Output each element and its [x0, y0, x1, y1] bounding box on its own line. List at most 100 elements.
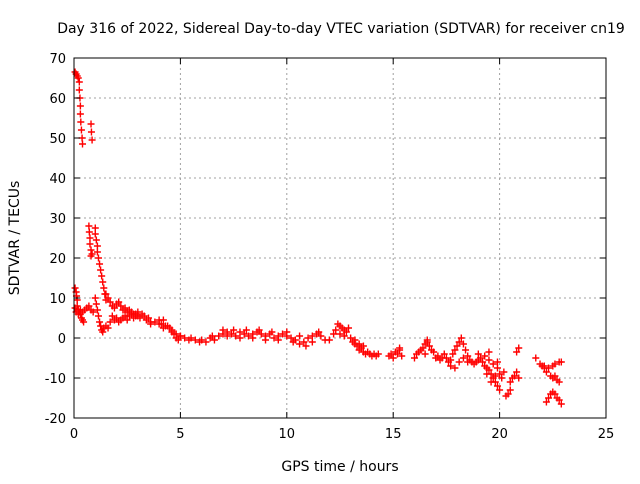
- x-tick-label: 20: [491, 427, 508, 442]
- data-point: [457, 334, 465, 342]
- data-point: [393, 350, 401, 358]
- data-point: [513, 348, 521, 356]
- data-point: [345, 324, 353, 332]
- data-point: [274, 336, 282, 344]
- data-point: [80, 318, 88, 326]
- data-point: [421, 350, 429, 358]
- data-point: [113, 314, 121, 322]
- data-point: [440, 350, 448, 358]
- data-point: [232, 332, 240, 340]
- data-point: [496, 386, 504, 394]
- data-point: [351, 336, 359, 344]
- data-point: [136, 314, 144, 322]
- data-point: [325, 336, 333, 344]
- y-tick-label: 20: [49, 252, 66, 267]
- data-point: [557, 358, 565, 366]
- data-point: [464, 358, 472, 366]
- data-point: [76, 110, 84, 118]
- data-point: [87, 120, 95, 128]
- data-point: [91, 230, 99, 238]
- y-tick-label: 60: [49, 92, 66, 107]
- data-point: [110, 304, 118, 312]
- data-point: [451, 346, 459, 354]
- data-point: [423, 336, 431, 344]
- x-tick-label: 0: [70, 427, 78, 442]
- data-point: [106, 318, 114, 326]
- data-point: [227, 330, 235, 338]
- data-point: [87, 246, 95, 254]
- data-point: [219, 326, 227, 334]
- y-tick-label: 0: [58, 332, 66, 347]
- data-point: [99, 328, 107, 336]
- data-point: [483, 370, 491, 378]
- data-point: [510, 372, 518, 380]
- data-point: [151, 318, 159, 326]
- data-point: [485, 366, 493, 374]
- data-point: [500, 368, 508, 376]
- data-point: [304, 334, 312, 342]
- data-point: [489, 360, 497, 368]
- data-point: [176, 332, 184, 340]
- axis-ticks: 0 5 10 15 20 25 -20 -10 0 10 20 30 40 50 60 70: [45, 52, 615, 442]
- data-point: [496, 370, 504, 378]
- data-point: [85, 302, 93, 310]
- data-point: [506, 378, 514, 386]
- data-point: [451, 364, 459, 372]
- data-point: [75, 86, 83, 94]
- data-point: [166, 324, 174, 332]
- data-point: [545, 394, 553, 402]
- data-point: [96, 260, 104, 268]
- data-point: [106, 298, 114, 306]
- data-point: [144, 314, 152, 322]
- data-point: [289, 338, 297, 346]
- data-point: [481, 352, 489, 360]
- data-point: [410, 354, 418, 362]
- data-point: [493, 364, 501, 372]
- data-point: [94, 312, 102, 320]
- data-point: [170, 330, 178, 338]
- data-point: [557, 400, 565, 408]
- data-point: [74, 310, 82, 318]
- data-point: [555, 378, 563, 386]
- data-point: [132, 312, 140, 320]
- data-point: [88, 250, 96, 258]
- data-point: [462, 346, 470, 354]
- data-point: [447, 356, 455, 364]
- data-point: [262, 336, 270, 344]
- data-point: [498, 374, 506, 382]
- data-point: [545, 364, 553, 372]
- data-point: [551, 372, 559, 380]
- data-point: [162, 322, 170, 330]
- data-point: [104, 294, 112, 302]
- data-point: [396, 344, 404, 352]
- data-point: [296, 332, 304, 340]
- data-point: [449, 350, 457, 358]
- data-point: [504, 390, 512, 398]
- data-point: [76, 102, 84, 110]
- data-point: [77, 126, 85, 134]
- data-point: [340, 332, 348, 340]
- data-point: [94, 254, 102, 262]
- data-point: [215, 332, 223, 340]
- y-tick-label: 40: [49, 172, 66, 187]
- data-point: [85, 228, 93, 236]
- data-point: [515, 344, 523, 352]
- data-point: [174, 336, 182, 344]
- data-point: [336, 330, 344, 338]
- data-point: [89, 308, 97, 316]
- data-point: [85, 222, 93, 230]
- data-point: [268, 328, 276, 336]
- y-axis-label: SDTVAR / TECUs: [7, 181, 23, 296]
- data-point: [515, 374, 523, 382]
- x-tick-label: 25: [598, 427, 615, 442]
- data-point: [79, 140, 87, 148]
- data-point: [308, 332, 316, 340]
- data-point: [453, 342, 461, 350]
- data-point: [459, 340, 467, 348]
- data-point: [86, 234, 94, 242]
- data-point: [115, 298, 123, 306]
- data-point: [491, 372, 499, 380]
- data-point: [147, 320, 155, 328]
- data-point: [255, 326, 263, 334]
- data-point: [398, 352, 406, 360]
